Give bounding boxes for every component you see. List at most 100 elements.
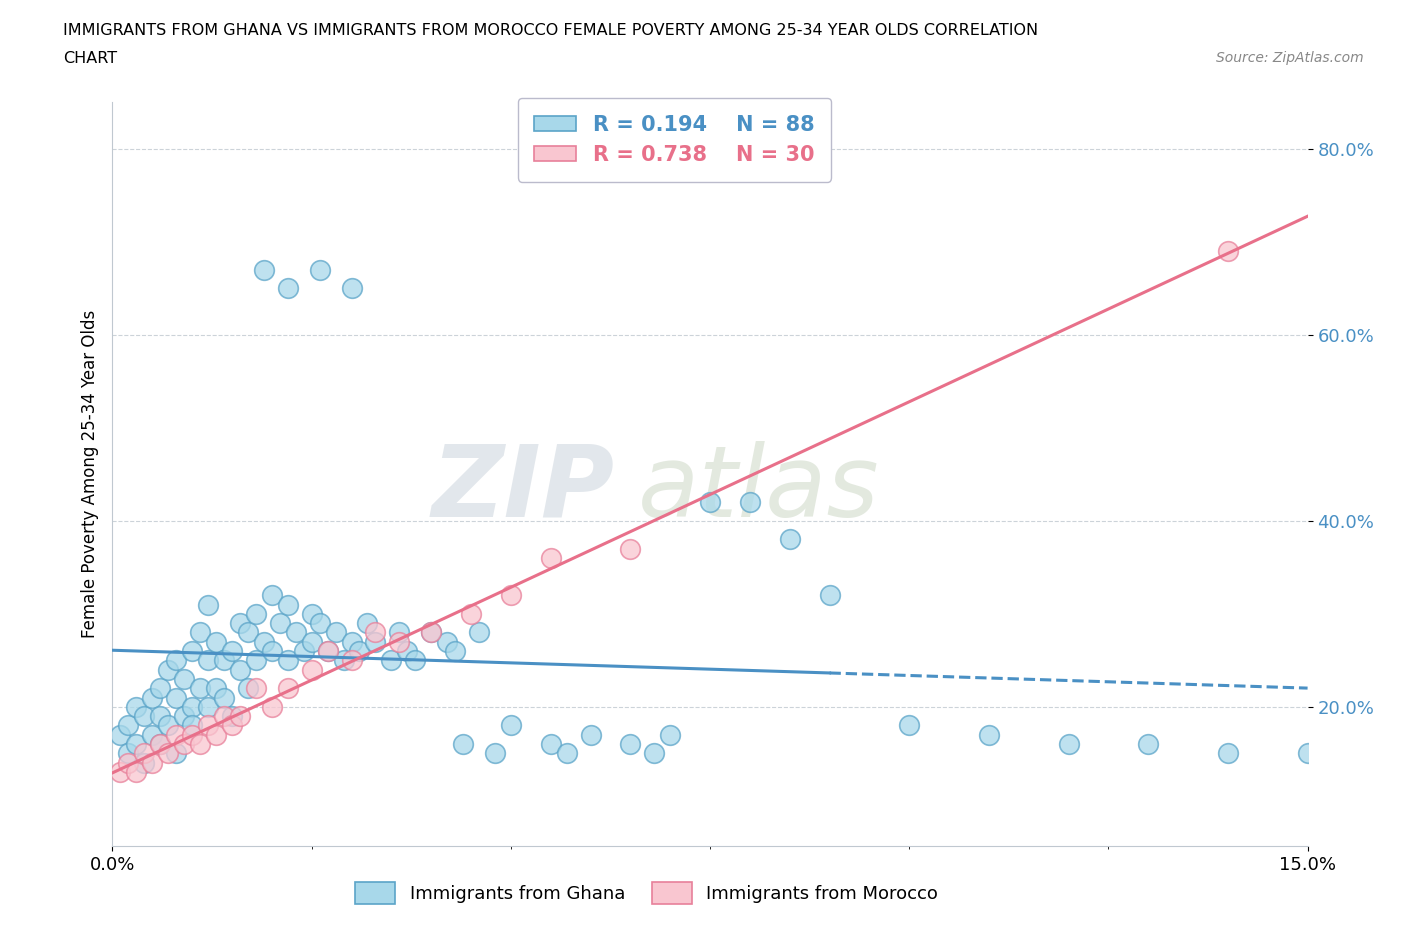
Point	[260, 644, 283, 658]
Point	[444, 644, 467, 658]
Point	[340, 281, 363, 296]
Point	[499, 588, 522, 603]
Text: CHART: CHART	[63, 51, 117, 66]
Point	[277, 681, 299, 696]
Point	[173, 709, 195, 724]
Point	[205, 681, 228, 696]
Text: IMMIGRANTS FROM GHANA VS IMMIGRANTS FROM MOROCCO FEMALE POVERTY AMONG 25-34 YEAR: IMMIGRANTS FROM GHANA VS IMMIGRANTS FROM…	[63, 23, 1039, 38]
Point	[356, 616, 378, 631]
Point	[540, 551, 562, 565]
Point	[349, 644, 371, 658]
Point	[540, 737, 562, 751]
Point	[579, 727, 602, 742]
Point	[1216, 746, 1239, 761]
Point	[188, 737, 211, 751]
Point	[110, 727, 132, 742]
Point	[125, 764, 148, 779]
Point	[619, 737, 641, 751]
Point	[157, 662, 180, 677]
Point	[292, 644, 315, 658]
Point	[460, 606, 482, 621]
Point	[316, 644, 339, 658]
Point	[643, 746, 665, 761]
Point	[134, 709, 156, 724]
Point	[325, 625, 347, 640]
Point	[221, 709, 243, 724]
Point	[898, 718, 921, 733]
Point	[260, 699, 283, 714]
Point	[141, 755, 163, 770]
Point	[149, 737, 172, 751]
Point	[149, 681, 172, 696]
Point	[212, 653, 235, 668]
Point	[364, 634, 387, 649]
Point	[212, 709, 235, 724]
Point	[181, 727, 204, 742]
Point	[117, 718, 139, 733]
Point	[125, 737, 148, 751]
Point	[301, 662, 323, 677]
Point	[364, 625, 387, 640]
Point	[181, 718, 204, 733]
Point	[388, 634, 411, 649]
Point	[173, 671, 195, 686]
Point	[977, 727, 1000, 742]
Point	[468, 625, 491, 640]
Point	[396, 644, 419, 658]
Point	[555, 746, 578, 761]
Point	[165, 690, 187, 705]
Point	[699, 495, 721, 510]
Text: ZIP: ZIP	[432, 441, 614, 538]
Point	[277, 653, 299, 668]
Y-axis label: Female Poverty Among 25-34 Year Olds: Female Poverty Among 25-34 Year Olds	[80, 311, 98, 638]
Point	[221, 718, 243, 733]
Point	[308, 262, 330, 277]
Point	[1296, 746, 1319, 761]
Point	[181, 644, 204, 658]
Point	[316, 644, 339, 658]
Point	[197, 718, 219, 733]
Point	[277, 597, 299, 612]
Point	[165, 727, 187, 742]
Point	[229, 709, 252, 724]
Point	[205, 727, 228, 742]
Point	[229, 616, 252, 631]
Point	[484, 746, 506, 761]
Point	[157, 718, 180, 733]
Point	[173, 737, 195, 751]
Legend: Immigrants from Ghana, Immigrants from Morocco: Immigrants from Ghana, Immigrants from M…	[349, 875, 945, 911]
Point	[205, 634, 228, 649]
Point	[197, 597, 219, 612]
Point	[149, 709, 172, 724]
Point	[253, 262, 276, 277]
Point	[332, 653, 354, 668]
Point	[197, 699, 219, 714]
Point	[779, 532, 801, 547]
Point	[1216, 244, 1239, 259]
Point	[165, 653, 187, 668]
Point	[134, 755, 156, 770]
Point	[188, 625, 211, 640]
Point	[165, 746, 187, 761]
Point	[301, 606, 323, 621]
Point	[188, 681, 211, 696]
Point	[420, 625, 443, 640]
Point	[245, 606, 267, 621]
Point	[141, 727, 163, 742]
Point	[236, 681, 259, 696]
Point	[181, 699, 204, 714]
Point	[1137, 737, 1160, 751]
Point	[738, 495, 761, 510]
Point	[269, 616, 291, 631]
Point	[236, 625, 259, 640]
Point	[340, 634, 363, 649]
Point	[619, 541, 641, 556]
Point	[117, 755, 139, 770]
Point	[134, 746, 156, 761]
Point	[149, 737, 172, 751]
Point	[380, 653, 402, 668]
Point	[659, 727, 682, 742]
Point	[253, 634, 276, 649]
Point	[125, 699, 148, 714]
Point	[221, 644, 243, 658]
